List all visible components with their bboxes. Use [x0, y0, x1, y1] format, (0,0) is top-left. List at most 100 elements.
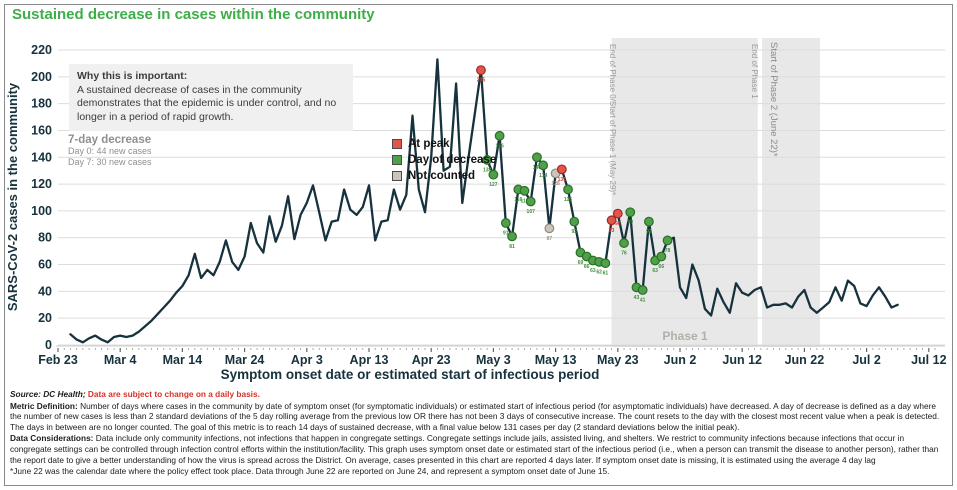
source-disclaimer: Data are subject to change on a daily ba…	[87, 389, 260, 399]
point-value-label: 92	[646, 229, 652, 235]
x-tick-label: Apr 3	[291, 353, 323, 367]
marker-legend: At peak Day of decrease Not counted	[392, 136, 496, 184]
y-tick-label: 220	[31, 43, 52, 57]
day-of-decrease-point	[600, 258, 611, 269]
y-tick-label: 100	[31, 204, 52, 218]
point-value-label: 98	[615, 221, 621, 227]
x-tick-label: Mar 14	[163, 353, 203, 367]
y-tick-label: 40	[38, 284, 52, 298]
source-line: Source: DC Health; Data are subject to c…	[10, 389, 947, 400]
annotation-start-phase2: Start of Phase 2 (June 22)*	[768, 42, 779, 157]
x-axis-title: Symptom onset date or estimated start of…	[221, 367, 600, 382]
y-tick-label: 80	[38, 231, 52, 245]
page-title: Sustained decrease in cases within the c…	[12, 6, 375, 23]
point-value-label: 134	[539, 173, 548, 179]
x-tick-label: Jul 12	[911, 353, 946, 367]
point-value-label: 140	[533, 165, 542, 171]
x-tick-label: May 3	[476, 353, 511, 367]
y-tick-label: 0	[45, 338, 52, 352]
day-of-decrease-point	[538, 160, 549, 171]
day-of-decrease-point	[563, 184, 573, 195]
y-tick-label: 160	[31, 123, 52, 137]
x-tick-label: Feb 23	[38, 353, 78, 367]
point-value-label: 205	[477, 78, 486, 84]
footer-notes: Source: DC Health; Data are subject to c…	[10, 389, 947, 478]
seven-day-heading: 7-day decrease	[68, 134, 152, 146]
x-tick-label: Apr 13	[350, 353, 389, 367]
legend-item-decrease: Day of decrease	[392, 152, 496, 168]
seven-day-summary: 7-day decrease Day 0: 44 new cases Day 7…	[68, 134, 152, 169]
y-axis-title: SARS-CoV-2 cases in the community	[5, 82, 20, 311]
footnote: *June 22 was the calendar date where the…	[10, 466, 610, 477]
not-counted-point	[544, 223, 555, 234]
day-of-decrease-point	[569, 216, 580, 227]
legend-item-at-peak: At peak	[392, 136, 496, 152]
day-of-decrease-point	[625, 207, 636, 218]
day-of-decrease-point	[619, 238, 629, 248]
metric-text: Number of days where cases in the commun…	[10, 400, 940, 432]
legend-item-not-counted: Not counted	[392, 168, 496, 184]
point-value-label: 78	[665, 248, 671, 254]
day-of-decrease-point	[525, 196, 536, 207]
point-value-label: 43	[634, 295, 640, 301]
seven-day-day7: Day 7: 30 new cases	[68, 157, 152, 168]
day-of-decrease-point	[532, 152, 542, 163]
day-of-decrease-point	[494, 130, 505, 141]
point-value-label: 115	[520, 198, 528, 204]
day-of-decrease-point	[488, 169, 499, 180]
day-of-decrease-swatch-icon	[392, 155, 402, 165]
at-peak-point	[476, 65, 486, 76]
annotation-end-phase1: End of Phase 1	[750, 44, 759, 99]
x-tick-label: May 23	[597, 353, 639, 367]
day-of-decrease-point	[507, 231, 517, 242]
y-tick-label: 140	[31, 150, 52, 164]
point-value-label: 63	[590, 268, 596, 274]
point-value-label: 87	[547, 236, 553, 242]
x-tick-label: Jun 12	[722, 353, 762, 367]
point-value-label: 116	[514, 197, 522, 203]
at-peak-point	[612, 208, 623, 219]
y-tick-label: 20	[38, 311, 52, 325]
day-of-decrease-point	[482, 155, 493, 165]
legend-label: At peak	[408, 138, 450, 150]
point-value-label: 63	[652, 268, 658, 274]
point-value-label: 41	[640, 298, 646, 304]
cases-series-line	[69, 58, 899, 344]
point-value-label: 76	[621, 251, 627, 257]
y-tick-label: 180	[31, 97, 52, 111]
point-value-label: 81	[509, 244, 515, 250]
x-tick-label: Jun 2	[664, 353, 697, 367]
point-value-label: 66	[584, 264, 590, 270]
metric-definition: Metric Definition: Number of days where …	[10, 401, 947, 433]
point-value-label: 93	[609, 228, 615, 234]
point-value-label: 62	[596, 269, 602, 275]
annotation-end-phase0: End of Phase 0/Start of Phase 1 (May 29)…	[608, 44, 617, 195]
point-value-label: 138	[483, 167, 492, 173]
point-value-label: 131	[558, 177, 567, 183]
point-value-label: 156	[495, 143, 504, 149]
point-value-label: 69	[578, 260, 584, 266]
phase-band-2	[762, 38, 820, 347]
day-of-decrease-point	[644, 216, 654, 227]
point-value-label: 91	[503, 230, 509, 236]
point-value-label: 116	[564, 197, 572, 203]
point-value-label: 99	[627, 220, 633, 226]
point-value-label: 127	[489, 182, 498, 188]
point-value-label: 92	[571, 229, 577, 235]
considerations-text: Data include only community infections, …	[10, 433, 939, 465]
x-tick-label: Jun 22	[785, 353, 825, 367]
not-counted-swatch-icon	[392, 171, 402, 181]
y-tick-label: 200	[31, 70, 52, 84]
day-of-decrease-point	[637, 285, 648, 295]
seven-day-day0: Day 0: 44 new cases	[68, 146, 152, 156]
why-important-callout: Why this is important: A sustained decre…	[69, 64, 353, 131]
point-value-label: 66	[659, 264, 665, 270]
x-tick-label: May 13	[535, 353, 577, 367]
x-tick-label: Apr 23	[412, 353, 451, 367]
at-peak-swatch-icon	[392, 139, 402, 149]
point-value-label: 128	[551, 181, 560, 187]
day-of-decrease-point	[662, 235, 673, 246]
metric-label: Metric Definition:	[10, 400, 78, 411]
x-tick-label: Mar 4	[104, 353, 137, 367]
